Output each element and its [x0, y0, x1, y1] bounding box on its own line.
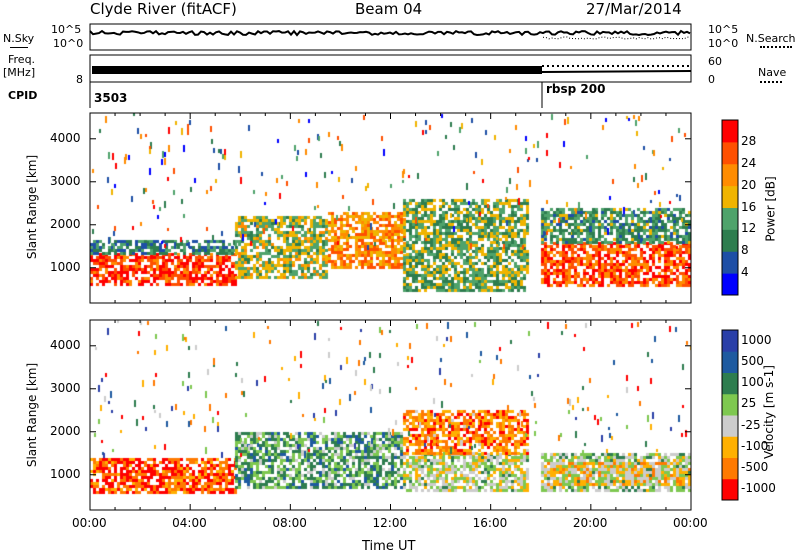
- power-colorbar-segment: [722, 251, 738, 274]
- power-panel-frame: [89, 112, 692, 304]
- power-ytick-label: 3000: [50, 173, 81, 188]
- velocity-colorbar-tick: -1000: [741, 481, 776, 496]
- power-colorbar-segment: [722, 207, 738, 230]
- velocity-ylabel: Slant Range [km]: [25, 362, 40, 468]
- power-heatmap-canvas: [90, 113, 691, 303]
- colorbars: [721, 119, 739, 501]
- velocity-colorbar-segment: [722, 436, 738, 458]
- x-tick-label: 00:00: [72, 516, 107, 530]
- velocity-colorbar-tick: 1000: [741, 332, 772, 347]
- velocity-ytick-label: 1000: [50, 466, 81, 481]
- strip-traces: [89, 29, 692, 74]
- velocity-colorbar-segment: [722, 351, 738, 373]
- velocity-panel-frame: [89, 319, 692, 511]
- nsearch-label: N.Search: [746, 32, 796, 45]
- power-colorbar-segment: [722, 229, 738, 252]
- nave-tick-top: 60: [708, 55, 722, 68]
- power-ytick-label: 4000: [50, 130, 81, 145]
- power-colorbar-segment: [722, 185, 738, 208]
- nsky-tick-bottom: 10^0: [53, 37, 84, 50]
- power-colorbar-tick: 28: [741, 133, 757, 148]
- velocity-colorbar-frame: [721, 329, 739, 501]
- x-axis-title: Time UT: [362, 539, 416, 554]
- power-colorbar-tick: 16: [741, 199, 757, 214]
- cpid-value-1: 3503: [94, 91, 128, 105]
- velocity-colorbar-segment: [722, 372, 738, 395]
- velocity-colorbar-tick: 500: [741, 353, 764, 368]
- frequency-trace-late: [541, 70, 692, 73]
- power-colorbar-segment: [722, 141, 738, 165]
- nave-legend-line: [760, 81, 782, 83]
- freq-unit: [MHz]: [3, 66, 36, 79]
- velocity-colorbar-tick: 25: [741, 396, 757, 411]
- freq-strip-frame: [89, 54, 692, 83]
- freq-label: Freq.: [8, 53, 36, 66]
- velocity-colorbar-tick: -100: [741, 438, 769, 453]
- power-colorbar-segment: [722, 163, 738, 187]
- nsky-trace: [89, 29, 691, 37]
- nsearch-tick-bottom: 10^0: [708, 37, 739, 50]
- power-ytick-label: 1000: [50, 259, 81, 274]
- cpid-label: CPID: [8, 89, 38, 102]
- nsky-legend-line: [10, 47, 28, 48]
- nsky-tick-top: 10^5: [51, 23, 82, 36]
- nsky-strip-frame: [89, 23, 692, 51]
- velocity-colorbar-segment: [722, 457, 738, 480]
- velocity-colorbar-segment: [722, 478, 738, 501]
- power-colorbar-tick: 24: [741, 155, 757, 170]
- power-colorbar-tick: 8: [741, 243, 749, 258]
- power-colorbar-tick: 4: [741, 265, 749, 280]
- nsearch-tick-top: 10^5: [708, 23, 739, 36]
- power-ytick-label: 2000: [50, 216, 81, 231]
- velocity-colorbar-tick: 100: [741, 375, 764, 390]
- x-tick-label: 16:00: [472, 516, 508, 530]
- nsearch-trace: [542, 36, 691, 40]
- freq-tick: 8: [76, 73, 83, 86]
- date-title: 27/Mar/2014: [586, 0, 682, 18]
- nave-label: Nave: [758, 66, 787, 79]
- cpid-value-2: rbsp 200: [546, 82, 606, 96]
- velocity-colorbar-segment: [722, 393, 738, 416]
- frequency-trace: [92, 66, 542, 74]
- power-colorbar-segment: [722, 120, 738, 143]
- velocity-colorbar-segment: [722, 415, 738, 437]
- nsearch-legend-line: [760, 46, 792, 48]
- velocity-heatmap-canvas: [90, 320, 691, 510]
- power-ylabel: Slant Range [km]: [25, 154, 40, 260]
- station-title: Clyde River (fitACF): [90, 0, 237, 18]
- x-tick-label: 20:00: [572, 516, 608, 530]
- power-colorbar-segment: [722, 273, 738, 296]
- velocity-colorbar-tick: -25: [741, 417, 761, 432]
- power-colorbar-frame: [721, 119, 739, 296]
- velocity-ytick-label: 2000: [50, 423, 81, 438]
- power-colorbar-tick: 12: [741, 221, 757, 236]
- beam-title: Beam 04: [355, 0, 423, 18]
- x-tick-label: 04:00: [172, 516, 207, 530]
- axis-ticks: [89, 113, 692, 510]
- x-tick-label: 00:00: [673, 516, 708, 530]
- x-tick-label: 12:00: [372, 516, 408, 530]
- power-colorbar-tick: 20: [741, 177, 757, 192]
- nave-tick-bottom: 0: [708, 73, 715, 86]
- velocity-colorbar-segment: [722, 330, 738, 352]
- velocity-ytick-label: 4000: [50, 337, 81, 352]
- nsky-label: N.Sky: [3, 32, 35, 45]
- power-colorbar-title: Power [dB]: [763, 176, 778, 242]
- velocity-colorbar-tick: -500: [741, 460, 769, 475]
- velocity-ytick-label: 3000: [50, 380, 81, 395]
- x-tick-label: 08:00: [272, 516, 307, 530]
